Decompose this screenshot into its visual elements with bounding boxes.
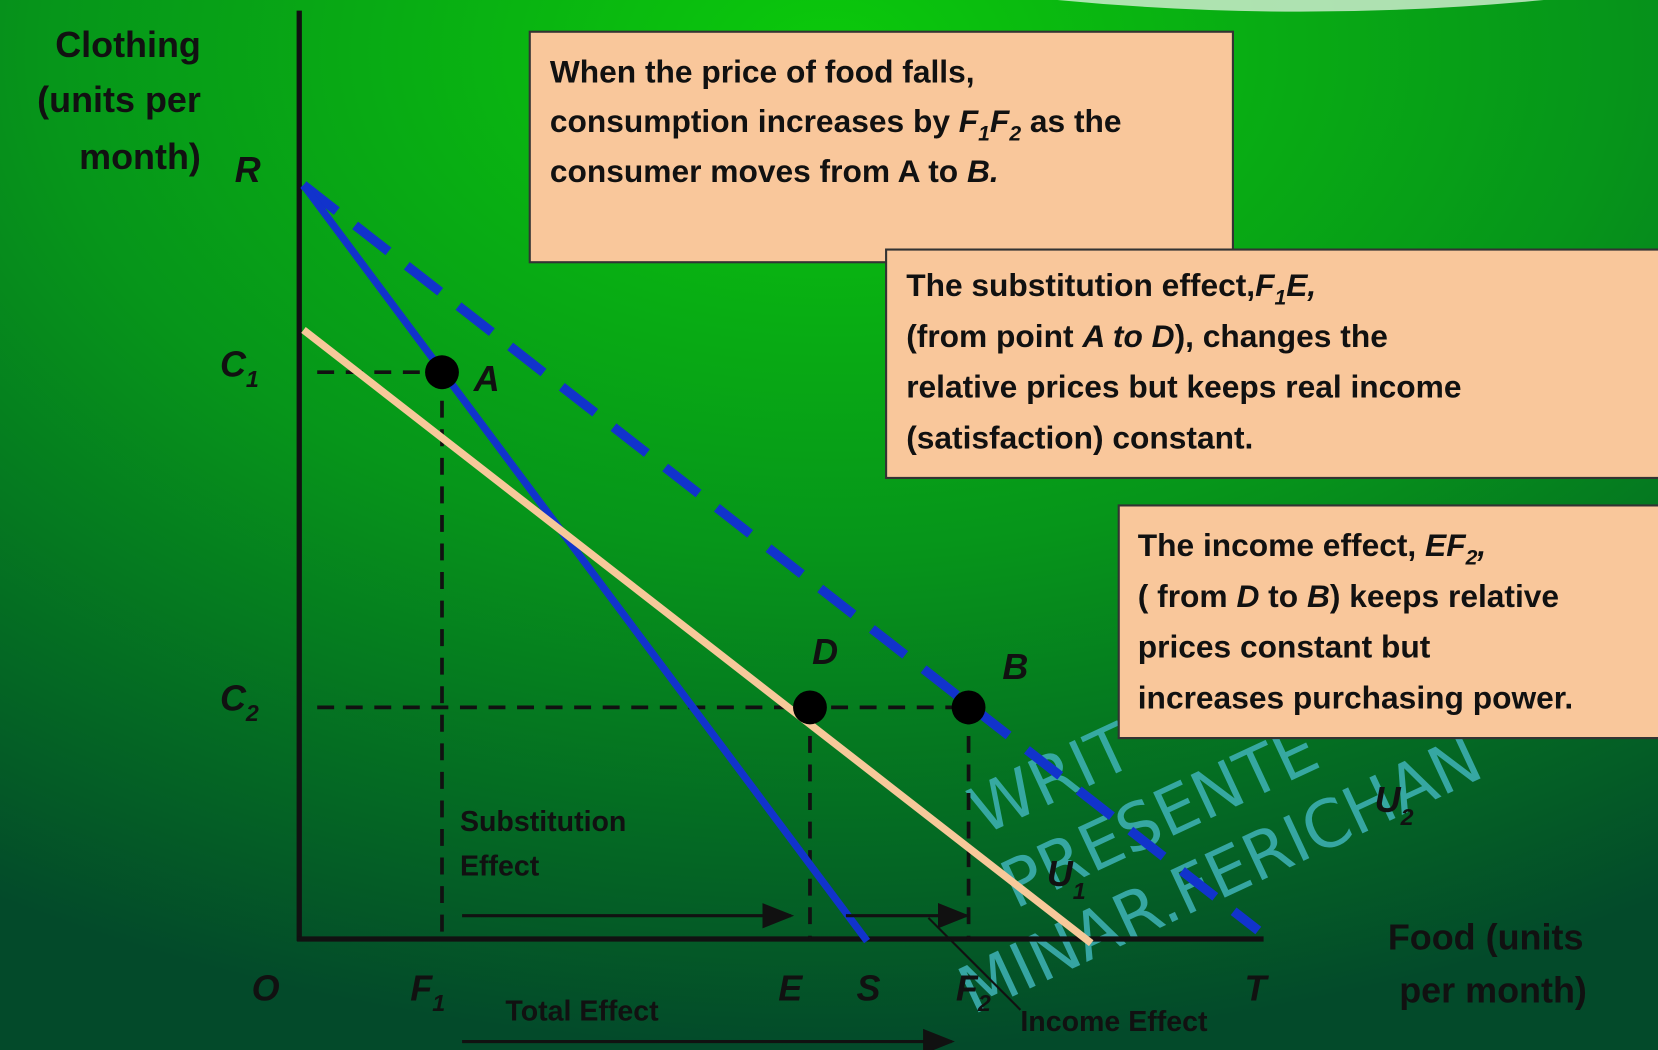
box-text: increases purchasing power.	[1138, 679, 1573, 715]
label: C	[220, 678, 247, 719]
text: B.	[967, 153, 999, 189]
text: F	[1255, 267, 1276, 303]
point-label: B	[1002, 646, 1028, 687]
box2: The substitution effect,F1E, (from point…	[885, 248, 1658, 480]
axis-point: R	[235, 149, 261, 190]
subscript: 1	[1073, 878, 1086, 904]
x-axis-label: per month)	[1399, 969, 1587, 1010]
text: to	[1259, 578, 1307, 614]
curve-label: U2	[1375, 779, 1414, 830]
point-label: A	[473, 358, 500, 399]
text: F	[990, 103, 1011, 139]
axis-point: T	[1245, 967, 1270, 1008]
text: A to D	[1081, 318, 1174, 354]
label: F	[956, 967, 979, 1008]
subscript: 1	[1274, 287, 1286, 310]
text: ), changes the	[1175, 318, 1388, 354]
box1: When the price of food falls, consumptio…	[528, 30, 1234, 264]
text-box	[885, 248, 1658, 480]
text: D	[1236, 578, 1259, 614]
graph	[296, 10, 1264, 1050]
axis-point: C2	[220, 678, 259, 727]
indifference-curve	[301, 326, 1094, 947]
box-text: ( from D to B) keeps relative	[1138, 578, 1559, 614]
x-axis-label: Food (units	[1388, 917, 1584, 958]
text: EF	[1425, 527, 1467, 563]
label: U	[1375, 779, 1402, 820]
text: The substitution effect,	[906, 267, 1255, 303]
subscript: 1	[246, 366, 259, 392]
axis-point: O	[252, 967, 280, 1008]
point	[793, 690, 827, 725]
y-axis-label: (units per	[37, 79, 201, 120]
text-box	[528, 30, 1234, 264]
box3: The income effect, EF2, ( from D to B) k…	[1117, 504, 1658, 740]
decoration	[1057, 0, 1544, 12]
text: E,	[1286, 267, 1316, 303]
text: B	[1307, 578, 1330, 614]
effect-label: Effect	[460, 851, 540, 883]
effect-label: Substitution	[460, 806, 626, 838]
effect-label: Total Effect	[505, 995, 659, 1027]
text: as the	[1021, 103, 1121, 139]
text: The income effect,	[1138, 527, 1425, 563]
box-text: relative prices but keeps real income	[906, 369, 1461, 405]
text: ( from	[1138, 578, 1237, 614]
point-label: D	[812, 631, 838, 672]
budget-line-new	[300, 181, 1262, 935]
axis-point: C1	[220, 343, 259, 392]
y-axis-label: Clothing	[55, 24, 201, 65]
subscript: 2	[245, 700, 259, 726]
subscript: 2	[1465, 547, 1478, 570]
box-text: (from point A to D), changes the	[906, 318, 1388, 354]
text: (from point	[906, 318, 1082, 354]
text: consumption increases by	[550, 103, 959, 139]
axis-point: E	[778, 967, 803, 1008]
axis-point: F1	[410, 967, 445, 1016]
subscript: 2	[1400, 804, 1414, 830]
subscript: 2	[977, 990, 991, 1016]
budget-line-original	[300, 182, 871, 944]
y-axis-label: month)	[79, 136, 201, 177]
subscript: 1	[978, 123, 990, 146]
text: consumer moves from A to	[550, 153, 967, 189]
box-text: consumption increases by F1F2 as the	[550, 103, 1122, 145]
label: U	[1047, 853, 1074, 894]
point	[951, 690, 986, 725]
text-box	[1117, 504, 1658, 740]
text: ,	[1476, 527, 1486, 563]
box-text: The income effect, EF2,	[1138, 527, 1486, 569]
subscript: 2	[1008, 123, 1021, 146]
box-text: When the price of food falls,	[550, 53, 975, 89]
box-text: prices constant but	[1138, 629, 1431, 665]
labels: Clothing (units per month) Food (units p…	[37, 24, 1587, 1038]
effect-label: Income Effect	[1020, 1006, 1208, 1038]
axis-point: S	[856, 967, 880, 1008]
axis-point: F2	[956, 967, 991, 1016]
box-text: (satisfaction) constant.	[906, 419, 1253, 455]
subscript: 1	[432, 990, 445, 1016]
curve-label: U1	[1047, 853, 1086, 904]
point	[425, 355, 459, 390]
pointer	[927, 917, 1022, 1011]
box-text: The substitution effect,F1E,	[906, 267, 1316, 309]
label: C	[220, 343, 247, 384]
box-text: consumer moves from A to B.	[550, 153, 999, 189]
text: ) keeps relative	[1330, 578, 1559, 614]
text: F	[959, 103, 980, 139]
label: F	[410, 967, 433, 1008]
